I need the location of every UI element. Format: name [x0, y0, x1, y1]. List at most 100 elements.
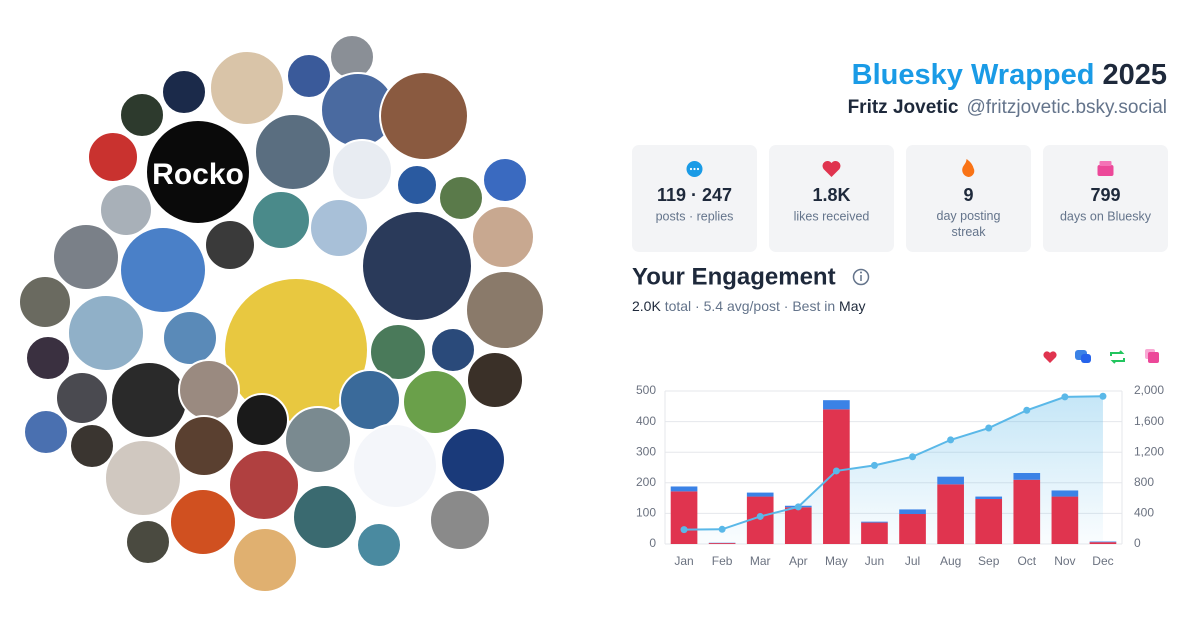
avatar: [52, 223, 120, 291]
stat-label: days on Bluesky: [1060, 209, 1152, 223]
bar-segment: [670, 486, 698, 492]
stat-label: posts · replies: [656, 209, 734, 223]
bar-segment: [1013, 479, 1041, 544]
avatar: [429, 489, 491, 551]
bar-segment: [1051, 496, 1079, 544]
summary-part: total ·: [661, 298, 704, 314]
cumulative-point: [985, 424, 993, 432]
user-line: Fritz Jovetic @fritzjovetic.bsky.social: [848, 97, 1167, 118]
stat-card-bg: [632, 145, 757, 252]
stat-card: 119 · 247 posts · replies: [632, 145, 757, 252]
avatar: [329, 34, 375, 80]
user-handle: @fritzjovetic.bsky.social: [966, 97, 1167, 118]
avatar: [104, 439, 182, 517]
stat-card-bg: [769, 145, 894, 252]
x-tick-label: Nov: [1054, 554, 1075, 568]
title: Bluesky Wrapped 2025: [852, 59, 1167, 91]
y-tick-label: 200: [636, 475, 656, 489]
y-tick-label: 0: [649, 536, 656, 550]
avatar: [361, 210, 473, 322]
avatar: [284, 406, 352, 474]
bar-segment: [1089, 542, 1117, 544]
bar-segment: [937, 476, 964, 485]
stat-value: 1.8K: [812, 185, 850, 205]
avatar: [69, 423, 115, 469]
x-tick-label: Apr: [789, 554, 808, 568]
cumulative-point: [909, 453, 917, 461]
engagement-summary: 2.0K total · 5.4 avg/post · Best in May: [632, 298, 865, 314]
avatar: [339, 369, 401, 431]
y2-tick-label: 0: [1134, 536, 1141, 550]
title-year: 2025: [1102, 59, 1167, 91]
avatar: [18, 275, 72, 329]
avatar: [162, 310, 218, 366]
bar-segment: [746, 492, 774, 497]
avatar: [331, 139, 393, 201]
avatar: [440, 427, 506, 493]
avatar: [251, 190, 311, 250]
x-tick-label: Dec: [1092, 554, 1113, 568]
avatar: [25, 335, 71, 381]
avatar: [204, 219, 256, 271]
x-tick-label: Feb: [712, 554, 733, 568]
bar-segment: [823, 400, 850, 410]
bar-segment: [975, 496, 1003, 500]
avatar: [356, 522, 402, 568]
avatar: [119, 92, 165, 138]
avatar: [145, 119, 251, 225]
cumulative-point: [794, 503, 802, 511]
avatar: [119, 226, 207, 314]
y2-tick-label: 2,000: [1134, 383, 1164, 397]
avatar: [369, 323, 427, 381]
avatar: [379, 71, 469, 161]
stat-card: 1.8K likes received: [769, 145, 894, 252]
x-tick-label: Aug: [940, 554, 961, 568]
y2-tick-label: 1,200: [1134, 444, 1164, 458]
summary-part: 5.4: [704, 298, 724, 314]
bar-segment: [823, 409, 850, 544]
avatar: [430, 327, 476, 373]
x-tick-label: Jan: [674, 554, 693, 568]
avatar: [99, 183, 153, 237]
bar-segment: [1089, 541, 1117, 543]
x-tick-label: Jun: [865, 554, 884, 568]
stat-icon-top: [1099, 161, 1112, 166]
stat-cards: 119 · 247 posts · replies 1.8K likes receiv…: [632, 145, 1168, 252]
bar-segment: [708, 543, 736, 544]
x-tick-label: Oct: [1017, 554, 1036, 568]
cumulative-point: [832, 467, 840, 475]
avatar: [309, 198, 369, 258]
avatar: [438, 175, 484, 221]
stat-card-bg: [906, 145, 1031, 252]
avatar: [55, 371, 109, 425]
stat-card: 9 day posting streak: [906, 145, 1031, 252]
avatar: [23, 409, 69, 455]
avatar: [125, 519, 171, 565]
bar-segment: [1013, 473, 1041, 480]
stat-value: 799: [1090, 185, 1120, 205]
bar-segment: [670, 491, 698, 544]
user-name: Fritz Jovetic: [848, 97, 959, 118]
avatar-label: Rocko: [152, 158, 244, 191]
bar-segment: [899, 509, 926, 515]
avatar: [110, 361, 188, 439]
avatar: [232, 527, 298, 593]
stat-value: 119 · 247: [657, 185, 732, 205]
cumulative-point: [1061, 393, 1069, 401]
cumulative-point: [680, 526, 688, 534]
summary-part: May: [839, 298, 865, 314]
legend-quotes-icon: [1145, 349, 1159, 363]
avatar: [235, 393, 289, 447]
avatar: [209, 50, 285, 126]
info-icon[interactable]: [852, 268, 870, 286]
cumulative-line: [684, 395, 1103, 531]
bar-segment: [861, 522, 888, 544]
avatar: [87, 131, 139, 183]
stat-icon-dot: [696, 167, 700, 171]
avatar: [169, 488, 237, 556]
bar-segment: [975, 499, 1003, 544]
stat-card: 799 days on Bluesky: [1043, 145, 1168, 252]
cumulative-point: [947, 436, 955, 444]
